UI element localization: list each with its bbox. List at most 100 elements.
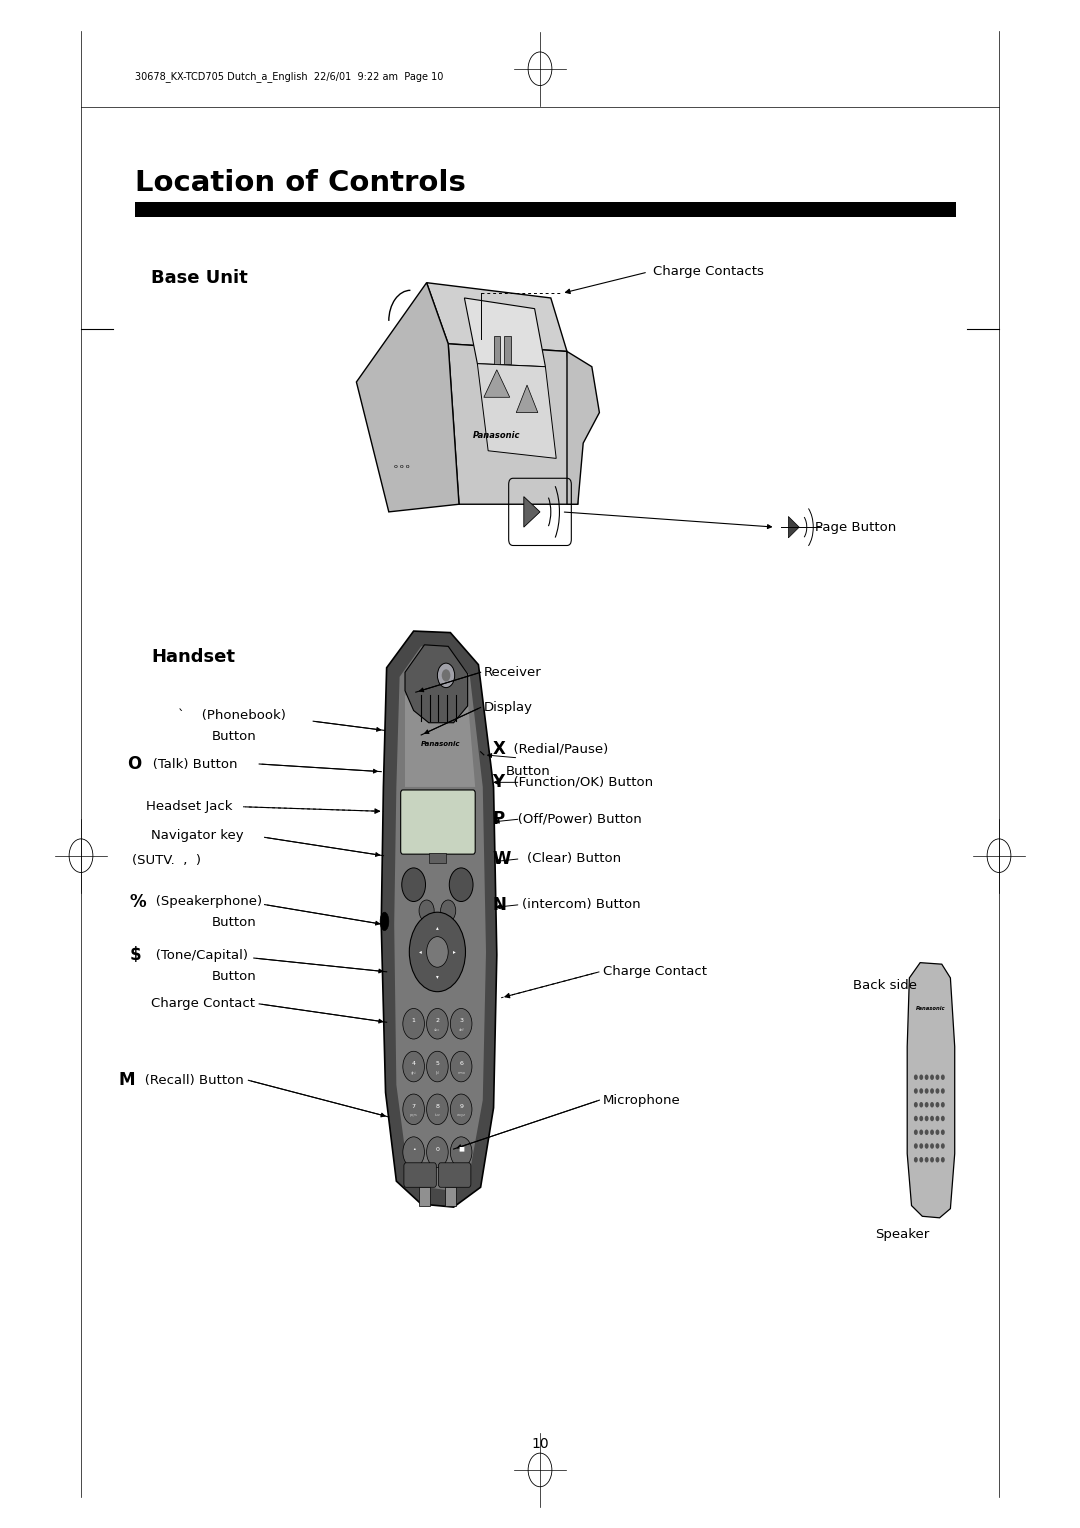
Circle shape (403, 1137, 424, 1167)
Text: Panasonic: Panasonic (421, 741, 460, 747)
Circle shape (427, 1094, 448, 1125)
Text: Charge Contacts: Charge Contacts (653, 266, 765, 278)
Text: wxyz: wxyz (457, 1114, 465, 1117)
Circle shape (450, 1137, 472, 1167)
Text: P: P (492, 810, 504, 828)
Circle shape (935, 1157, 940, 1163)
Text: o o o: o o o (394, 463, 409, 469)
Circle shape (924, 1074, 929, 1080)
Polygon shape (405, 695, 475, 787)
Text: 4: 4 (411, 1060, 416, 1067)
Circle shape (437, 663, 455, 688)
Text: 5: 5 (435, 1060, 440, 1067)
Circle shape (941, 1088, 945, 1094)
Circle shape (919, 1143, 923, 1149)
Text: (Function/OK) Button: (Function/OK) Button (505, 776, 653, 788)
Text: Button: Button (212, 917, 256, 929)
Text: tuv: tuv (434, 1114, 441, 1117)
Text: 8: 8 (435, 1103, 440, 1109)
Circle shape (441, 900, 456, 921)
Text: `: ` (178, 709, 185, 721)
FancyBboxPatch shape (401, 790, 475, 854)
Polygon shape (394, 646, 486, 1190)
Text: Charge Contact: Charge Contact (603, 966, 706, 978)
Circle shape (919, 1115, 923, 1122)
Text: (intercom) Button: (intercom) Button (505, 898, 642, 911)
Text: Button: Button (212, 970, 256, 983)
Text: Y: Y (492, 773, 504, 792)
Circle shape (924, 1115, 929, 1122)
Text: •: • (411, 1146, 416, 1152)
Text: 2: 2 (435, 1018, 440, 1024)
Polygon shape (464, 298, 545, 367)
Circle shape (930, 1129, 934, 1135)
Text: Navigator key: Navigator key (151, 830, 244, 842)
Text: X: X (492, 740, 505, 758)
Text: ▴: ▴ (436, 924, 438, 931)
Circle shape (427, 937, 448, 967)
Circle shape (919, 1157, 923, 1163)
Text: Page Button: Page Button (815, 521, 896, 533)
Polygon shape (448, 344, 578, 504)
Circle shape (930, 1102, 934, 1108)
Polygon shape (567, 351, 599, 504)
Text: Button: Button (212, 730, 256, 743)
Text: Location of Controls: Location of Controls (135, 170, 465, 197)
Circle shape (914, 1157, 918, 1163)
Polygon shape (484, 370, 510, 397)
Text: 3: 3 (459, 1018, 463, 1024)
Circle shape (935, 1129, 940, 1135)
Text: def: def (458, 1028, 464, 1031)
Text: Panasonic: Panasonic (916, 1005, 946, 1012)
Text: $: $ (130, 946, 141, 964)
Text: 6: 6 (459, 1060, 463, 1067)
Text: Speaker: Speaker (875, 1229, 929, 1241)
FancyBboxPatch shape (404, 1163, 436, 1187)
Circle shape (924, 1088, 929, 1094)
Circle shape (941, 1115, 945, 1122)
Text: Back side: Back side (853, 979, 917, 992)
Circle shape (427, 1051, 448, 1082)
Text: Microphone: Microphone (603, 1094, 680, 1106)
Circle shape (919, 1102, 923, 1108)
Text: pqrs: pqrs (409, 1114, 418, 1117)
Circle shape (450, 1051, 472, 1082)
Circle shape (935, 1143, 940, 1149)
Circle shape (427, 1137, 448, 1167)
Text: (SUTV.  ,  ): (SUTV. , ) (132, 854, 201, 866)
Polygon shape (524, 497, 540, 527)
Text: ▾: ▾ (436, 973, 438, 979)
Text: 10: 10 (531, 1436, 549, 1452)
Circle shape (919, 1074, 923, 1080)
Circle shape (403, 1008, 424, 1039)
Circle shape (419, 900, 434, 921)
Text: O: O (127, 755, 141, 773)
Bar (419, 1187, 430, 1206)
Circle shape (914, 1102, 918, 1108)
Text: ◂: ◂ (419, 949, 421, 955)
Polygon shape (516, 385, 538, 413)
Circle shape (403, 1051, 424, 1082)
Text: 9: 9 (459, 1103, 463, 1109)
Bar (445, 1187, 456, 1206)
Circle shape (941, 1157, 945, 1163)
Text: (Talk) Button: (Talk) Button (140, 758, 238, 770)
Polygon shape (788, 516, 799, 538)
Text: Display: Display (484, 701, 532, 714)
Text: (Phonebook): (Phonebook) (189, 709, 286, 721)
Circle shape (914, 1129, 918, 1135)
Text: 1: 1 (411, 1018, 416, 1024)
Circle shape (449, 868, 473, 902)
Circle shape (935, 1115, 940, 1122)
Bar (494, 336, 500, 364)
Text: (Recall) Button: (Recall) Button (132, 1074, 243, 1086)
FancyBboxPatch shape (438, 1163, 471, 1187)
Text: ▸: ▸ (454, 949, 456, 955)
Text: %: % (130, 892, 146, 911)
Circle shape (924, 1143, 929, 1149)
Text: M: M (119, 1071, 135, 1089)
Text: Charge Contact: Charge Contact (151, 998, 255, 1010)
Text: 0: 0 (435, 1146, 440, 1152)
Polygon shape (381, 631, 497, 1207)
Text: ■: ■ (458, 1146, 464, 1152)
